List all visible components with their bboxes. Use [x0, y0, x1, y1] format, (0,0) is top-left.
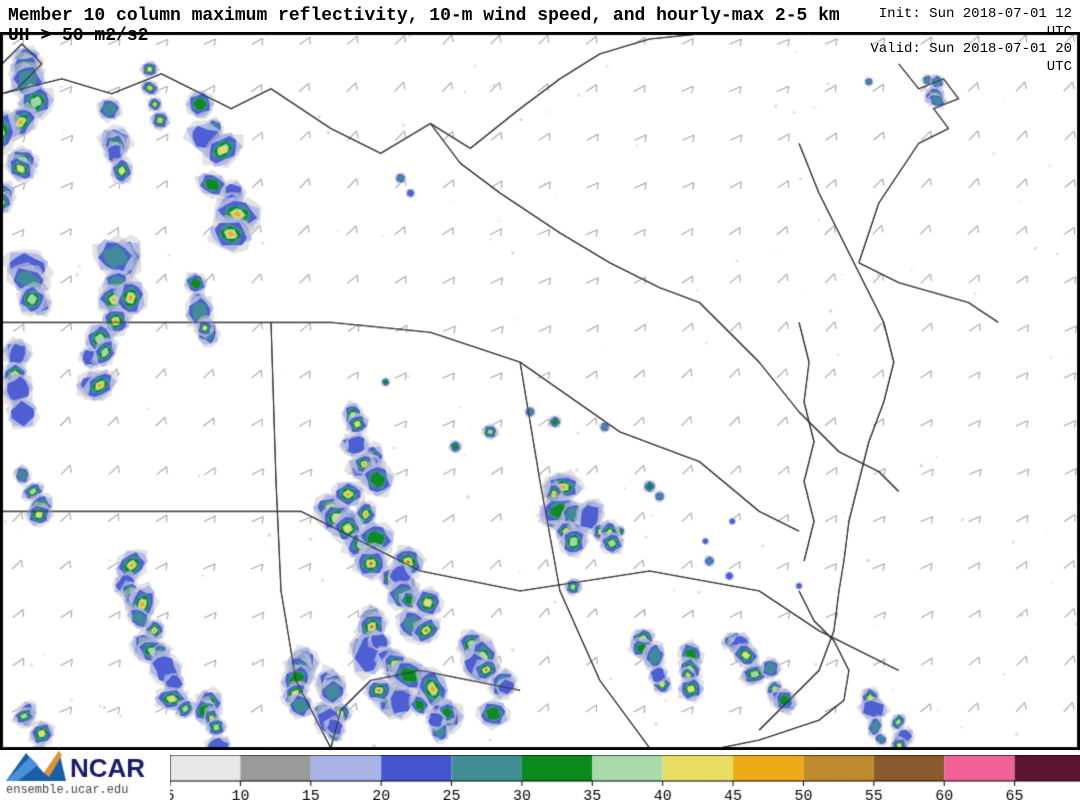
ncar-logo-canvas [4, 747, 169, 797]
init-label: Init: Sun 2018-07-01 12 UTC [867, 6, 1072, 41]
colorbar-legend [170, 755, 1080, 800]
map-panel[interactable] [0, 32, 1080, 750]
colorbar-canvas [170, 755, 1080, 800]
header-bar: Member 10 column maximum reflectivity, 1… [8, 6, 1072, 76]
valid-label: Valid: Sun 2018-07-01 20 UTC [867, 41, 1072, 76]
page-title: Member 10 column maximum reflectivity, 1… [8, 6, 867, 46]
ncar-logo [4, 747, 169, 797]
init-valid-labels: Init: Sun 2018-07-01 12 UTC Valid: Sun 2… [867, 6, 1072, 76]
weather-map-canvas[interactable] [2, 34, 1078, 748]
root-container: Member 10 column maximum reflectivity, 1… [0, 0, 1080, 800]
